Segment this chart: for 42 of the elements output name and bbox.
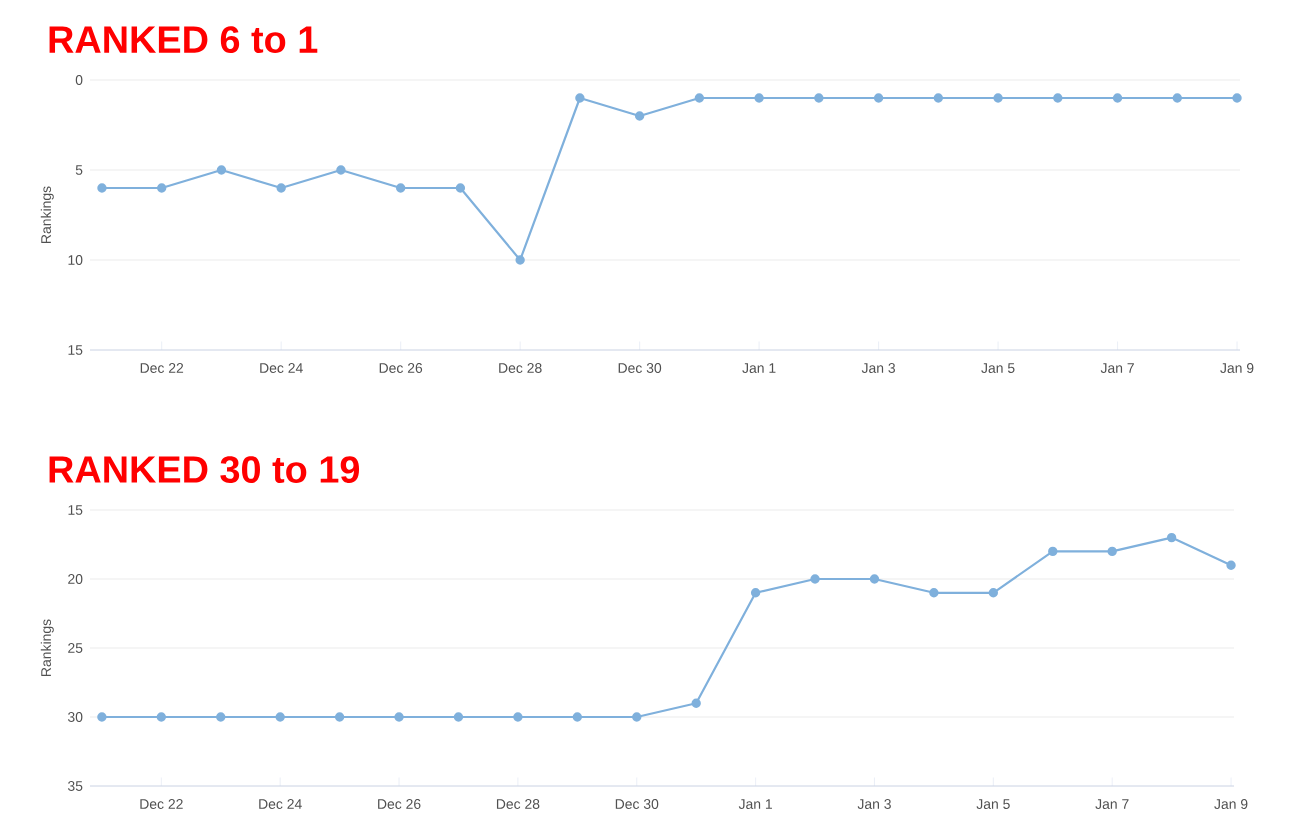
point bbox=[1232, 93, 1242, 103]
point bbox=[814, 93, 824, 103]
point bbox=[572, 712, 583, 722]
point bbox=[216, 712, 226, 722]
point bbox=[1166, 532, 1177, 543]
point bbox=[453, 712, 464, 722]
point bbox=[754, 93, 764, 103]
point bbox=[97, 183, 107, 193]
point bbox=[515, 255, 525, 265]
point bbox=[156, 712, 167, 722]
point bbox=[395, 183, 406, 193]
point bbox=[634, 111, 645, 121]
point bbox=[694, 93, 705, 103]
point bbox=[993, 93, 1003, 103]
point bbox=[873, 93, 884, 103]
point bbox=[97, 712, 107, 722]
point bbox=[336, 165, 346, 175]
point bbox=[1107, 546, 1117, 557]
point bbox=[216, 165, 227, 175]
point bbox=[750, 588, 761, 598]
point bbox=[810, 574, 820, 584]
point bbox=[933, 93, 944, 103]
point bbox=[632, 712, 642, 722]
point bbox=[276, 183, 286, 193]
chart-title: RANKED 6 to 1 bbox=[49, 26, 318, 54]
point bbox=[394, 712, 404, 722]
point bbox=[455, 183, 466, 193]
point bbox=[334, 712, 345, 722]
point bbox=[1048, 546, 1058, 557]
point bbox=[929, 588, 939, 598]
point bbox=[988, 588, 999, 598]
point bbox=[691, 698, 701, 708]
point bbox=[513, 712, 523, 722]
chart-title: RANKED 30 to 19 bbox=[49, 456, 360, 484]
point bbox=[575, 93, 585, 103]
point bbox=[1172, 93, 1182, 103]
point bbox=[1112, 93, 1123, 103]
point bbox=[1226, 560, 1236, 570]
point bbox=[157, 183, 167, 193]
point bbox=[869, 574, 880, 584]
point bbox=[1053, 93, 1063, 103]
point bbox=[275, 712, 285, 722]
